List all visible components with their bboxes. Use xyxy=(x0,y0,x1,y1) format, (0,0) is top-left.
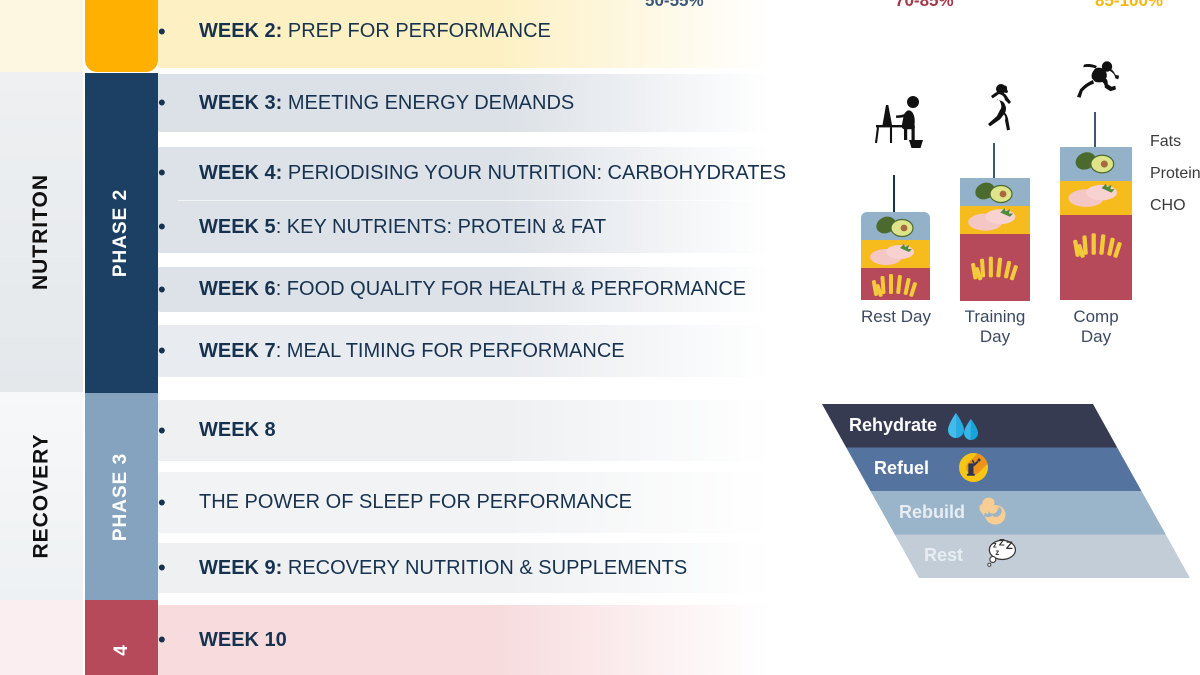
svg-text:Z: Z xyxy=(999,538,1005,549)
svg-text:z: z xyxy=(995,548,999,557)
svg-text:Z: Z xyxy=(1006,540,1013,552)
